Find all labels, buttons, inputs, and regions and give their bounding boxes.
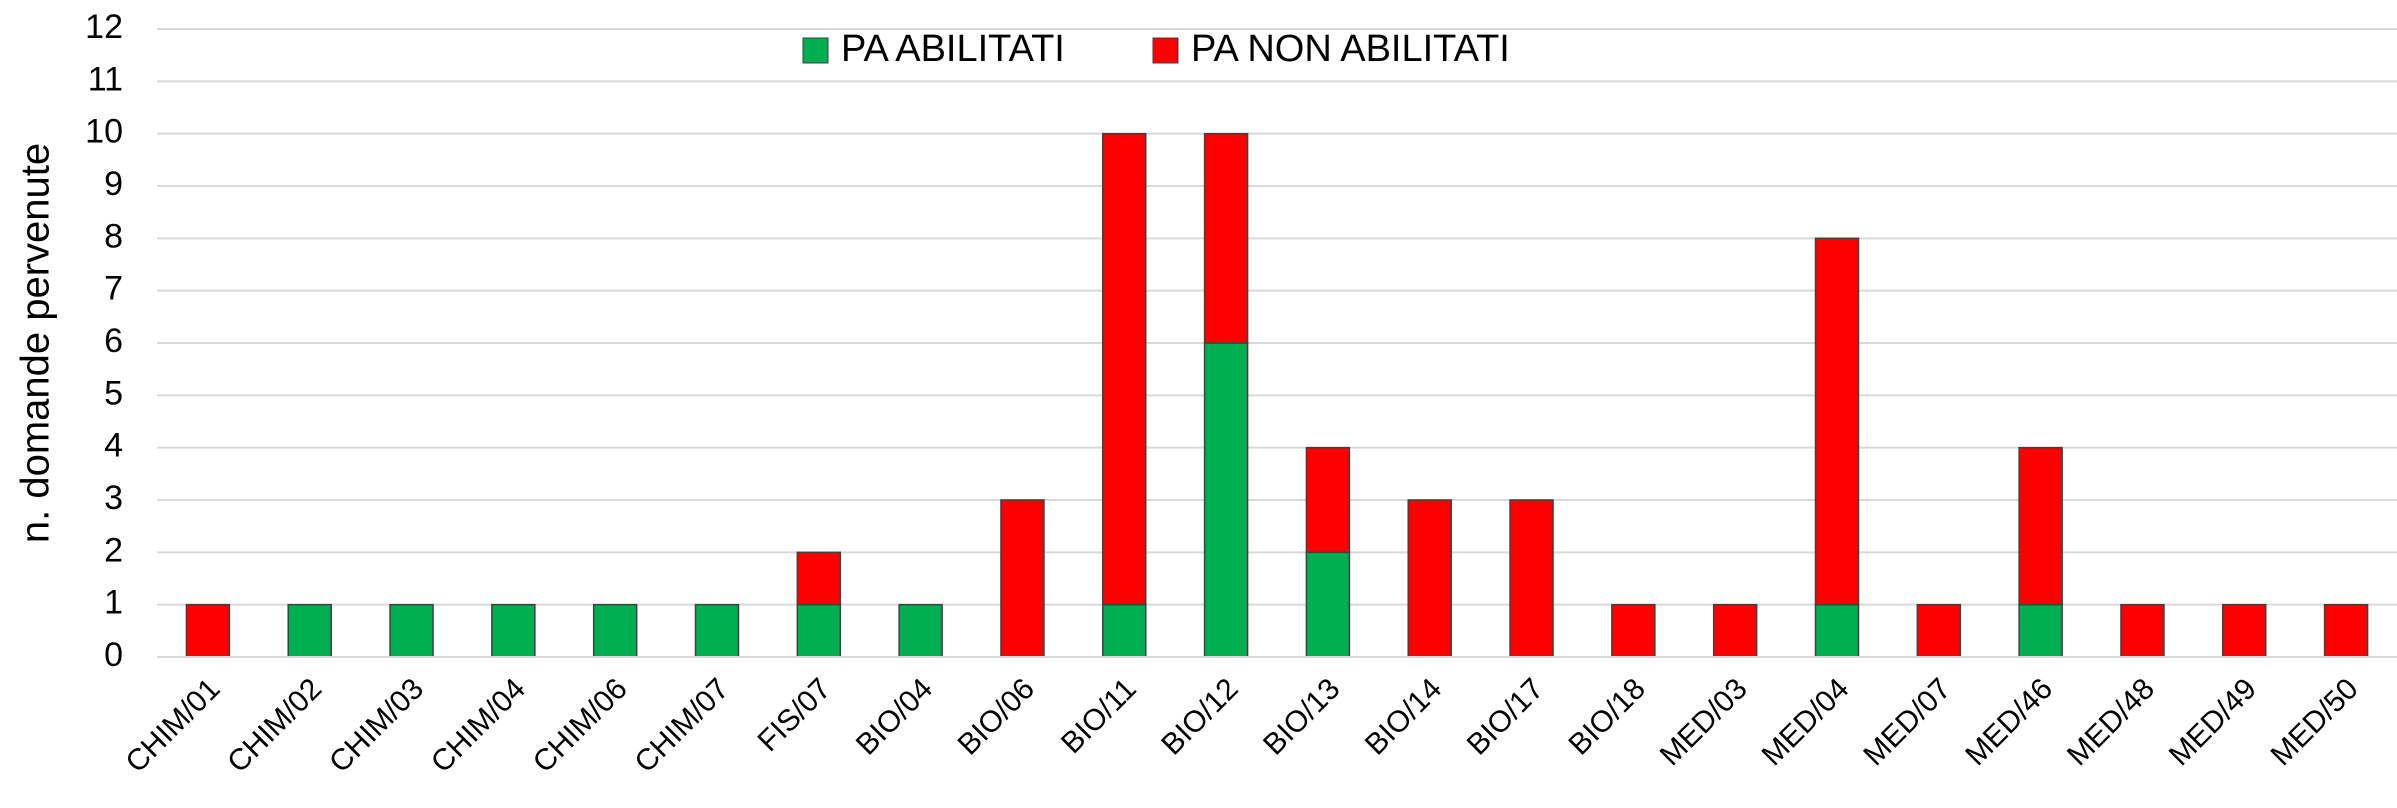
- x-tick-label: MED/03: [1654, 672, 1754, 772]
- bar-segment: [796, 603, 842, 658]
- bar-segment: [1305, 551, 1351, 658]
- bar-segment: [1203, 132, 1249, 344]
- x-tick-label: MED/50: [2265, 672, 2365, 772]
- y-tick-label: 8: [104, 217, 123, 255]
- bar-segment: [1305, 446, 1351, 554]
- x-tick-label: MED/04: [1756, 672, 1856, 772]
- bar-segment: [389, 603, 434, 658]
- bar-segment: [1102, 603, 1147, 658]
- bar-segment: [287, 603, 332, 658]
- legend-swatch: [802, 37, 829, 64]
- x-tick-label: BIO/13: [1257, 672, 1346, 761]
- x-tick-label: BIO/18: [1563, 672, 1652, 761]
- x-tick-label: FIS/07: [752, 672, 838, 758]
- x-tick-label: BIO/04: [850, 672, 939, 761]
- x-tick-label: CHIM/01: [119, 672, 226, 779]
- bar-segment: [491, 603, 536, 658]
- legend-label: PA NON ABILITATI: [1191, 28, 1510, 70]
- y-tick-label: 2: [104, 531, 123, 569]
- x-tick-label: MED/49: [2163, 672, 2263, 772]
- bar-segment: [1000, 499, 1045, 658]
- bar-segment: [1102, 132, 1147, 606]
- x-tick-label: MED/46: [1959, 672, 2059, 772]
- x-tick-label: MED/07: [1857, 672, 1957, 772]
- y-tick-label: 3: [104, 479, 123, 517]
- x-tick-label: CHIM/04: [425, 672, 532, 779]
- x-tick-label: CHIM/07: [629, 672, 736, 779]
- bar-segment: [1611, 603, 1656, 658]
- bar-segment: [1509, 499, 1554, 658]
- bar-segment: [2018, 603, 2063, 658]
- legend-label: PA ABILITATI: [841, 28, 1065, 70]
- x-tick-label: CHIM/03: [323, 672, 430, 779]
- y-tick-label: 4: [104, 427, 123, 465]
- y-tick-label: 9: [104, 165, 123, 203]
- bar-segment: [2323, 603, 2369, 658]
- bar-segment: [185, 603, 231, 658]
- x-tick-label: BIO/11: [1055, 672, 1143, 760]
- bar-segment: [2222, 603, 2267, 658]
- x-tick-label: BIO/14: [1359, 672, 1448, 761]
- bar-segment: [1814, 603, 1860, 658]
- bar-segment: [1203, 342, 1249, 658]
- bar-segment: [1814, 237, 1860, 606]
- x-tick-label: BIO/12: [1155, 672, 1244, 761]
- x-tick-label: BIO/17: [1461, 672, 1550, 761]
- bar-segment: [1407, 499, 1452, 658]
- x-tick-label: BIO/06: [952, 672, 1041, 761]
- y-tick-label: 11: [88, 60, 123, 98]
- y-tick-label: 1: [104, 584, 123, 622]
- y-tick-label: 12: [85, 8, 123, 46]
- bar-segment: [592, 603, 638, 658]
- x-tick-label: MED/48: [2061, 672, 2161, 772]
- bar-segment: [898, 603, 943, 658]
- y-tick-label: 6: [104, 322, 123, 360]
- y-tick-label: 10: [85, 113, 123, 151]
- y-tick-label: 7: [104, 270, 123, 308]
- y-axis-title: n. domande pervenute: [14, 143, 58, 543]
- bar-segment: [1712, 603, 1758, 658]
- bar-segment: [2018, 446, 2063, 606]
- bar-segment: [2120, 603, 2165, 658]
- bar-segment: [796, 551, 842, 606]
- legend-swatch: [1152, 37, 1179, 64]
- x-tick-label: CHIM/06: [527, 672, 634, 779]
- x-tick-label: CHIM/02: [221, 672, 328, 779]
- bar-segment: [1916, 603, 1962, 658]
- bar-segment: [694, 603, 740, 658]
- y-tick-label: 0: [104, 636, 123, 674]
- y-tick-label: 5: [104, 374, 123, 412]
